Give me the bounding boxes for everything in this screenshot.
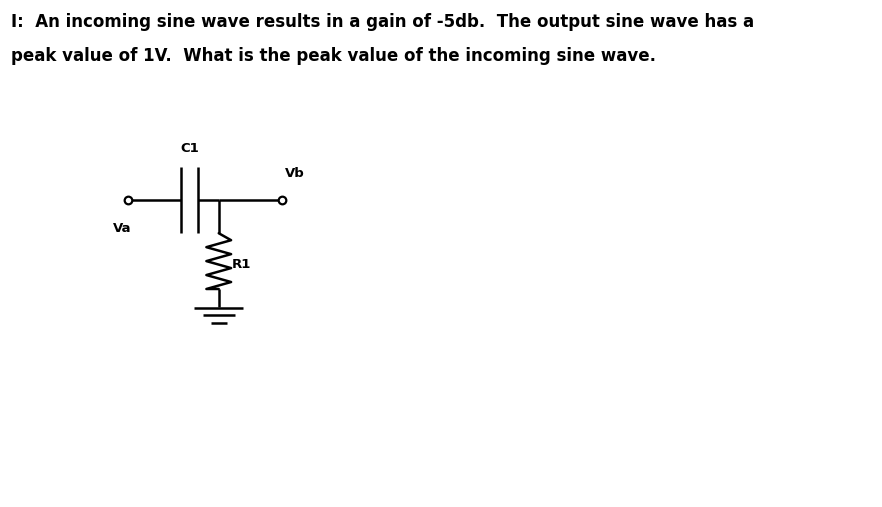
Text: C1: C1 xyxy=(180,141,199,155)
Text: R1: R1 xyxy=(232,258,251,271)
Text: Va: Va xyxy=(113,222,131,235)
Text: Vb: Vb xyxy=(285,167,304,180)
Text: peak value of 1V.  What is the peak value of the incoming sine wave.: peak value of 1V. What is the peak value… xyxy=(11,47,655,65)
Text: I:  An incoming sine wave results in a gain of -5db.  The output sine wave has a: I: An incoming sine wave results in a ga… xyxy=(11,13,754,31)
